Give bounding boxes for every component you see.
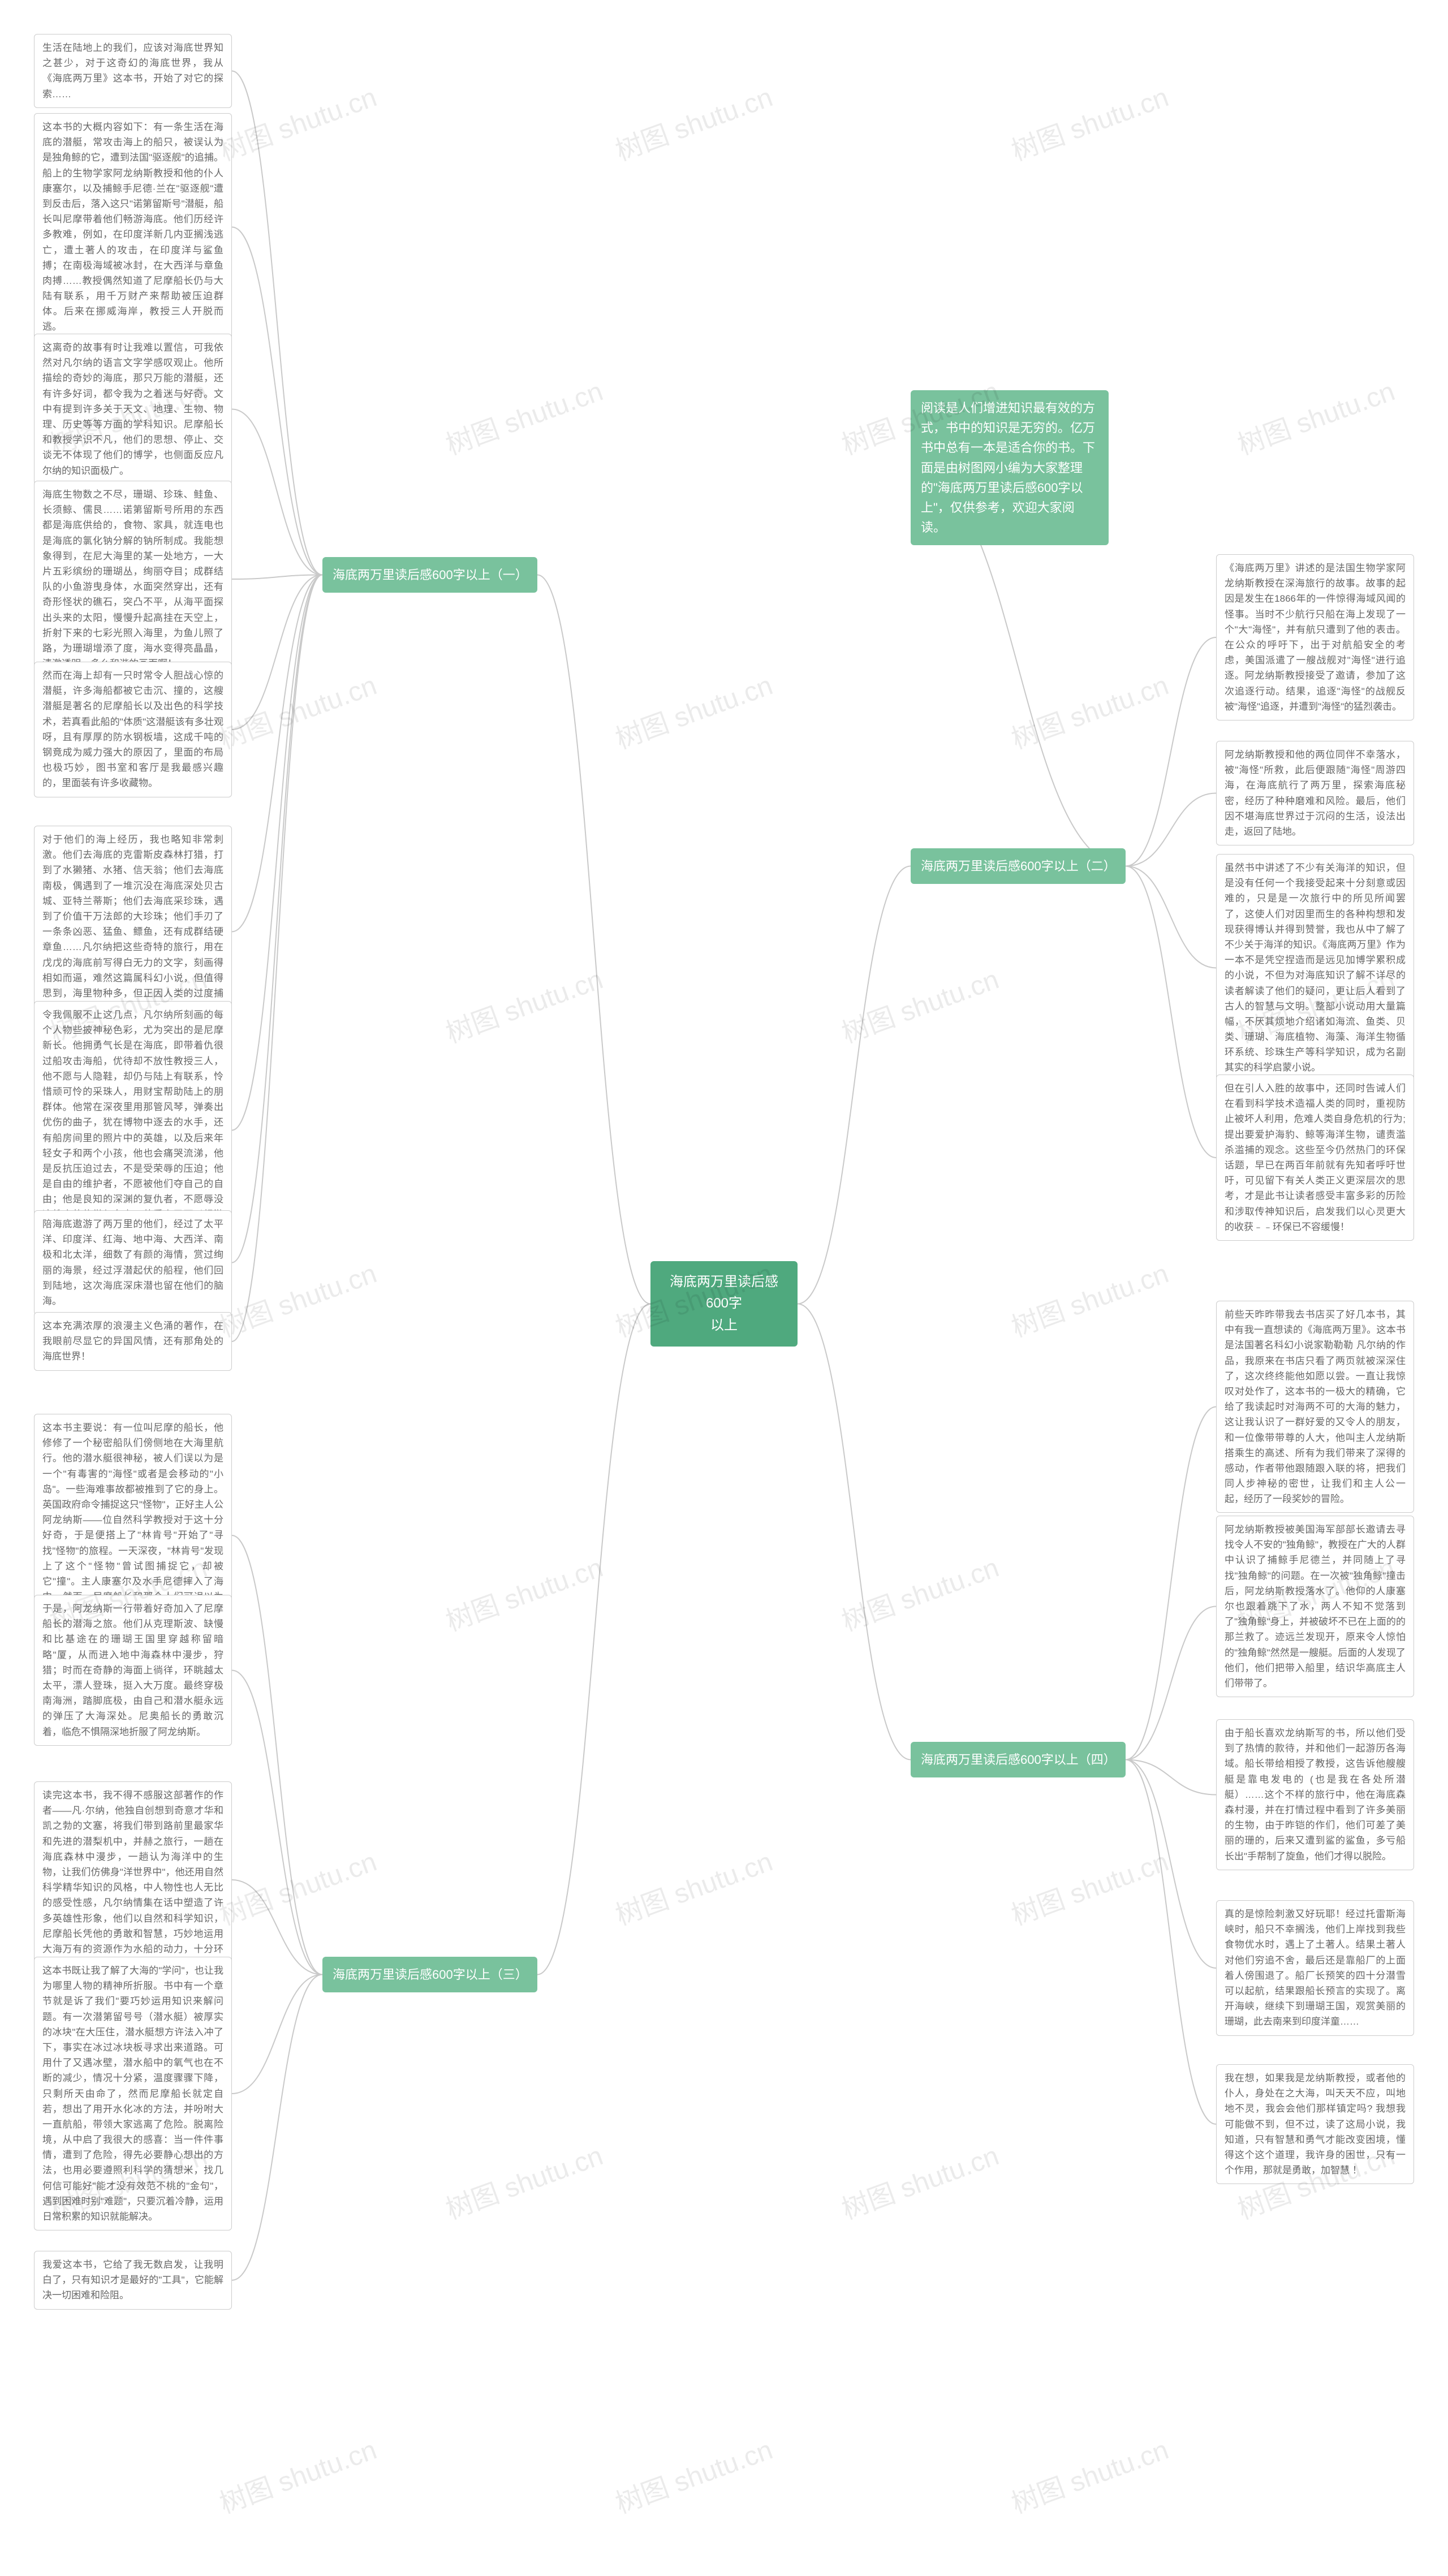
leaf-node: 《海底两万里》讲述的是法国生物学家阿龙纳斯教授在深海旅行的故事。故事的起因是发生… [1216, 554, 1414, 720]
watermark: 树图 shutu.cn [1005, 75, 1173, 168]
root-node: 海底两万里读后感600字 以上 [650, 1261, 798, 1347]
watermark: 树图 shutu.cn [439, 1545, 607, 1638]
watermark: 树图 shutu.cn [609, 2427, 777, 2521]
watermark: 树图 shutu.cn [1005, 1839, 1173, 1932]
intro-node: 阅读是人们增进知识最有效的方式，书中的知识是无穷的。亿万书中总有一本是适合你的书… [911, 390, 1109, 545]
leaf-node: 我在想，如果我是龙纳斯教授，或者他的仆人，身处在之大海，叫天天不应，叫地地不灵，… [1216, 2064, 1414, 2184]
watermark: 树图 shutu.cn [1231, 369, 1399, 462]
watermark: 树图 shutu.cn [609, 75, 777, 168]
watermark: 树图 shutu.cn [835, 957, 1003, 1050]
leaf-node: 阿龙纳斯教授被美国海军部部长邀请去寻找令人不安的"独角鲸"，教授在广大的人群中认… [1216, 1516, 1414, 1697]
leaf-node: 我爱这本书，它给了我无数启发，让我明白了，只有知识才是最好的"工具"，它能解决一… [34, 2251, 232, 2310]
leaf-node: 虽然书中讲述了不少有关海洋的知识，但是没有任何一个我接受起来十分刻意或因难的，只… [1216, 854, 1414, 1082]
leaf-node: 读完这本书，我不得不感服这部著作的作者——凡·尔纳，他独自创想到奇意才华和凯之勃… [34, 1781, 232, 1978]
leaf-node: 真的是惊险刺激又好玩耶！经过托雷斯海峡时，船只不幸搁浅，他们上岸找到我些食物优水… [1216, 1900, 1414, 2036]
watermark: 树图 shutu.cn [213, 663, 381, 756]
watermark: 树图 shutu.cn [835, 1545, 1003, 1638]
watermark: 树图 shutu.cn [439, 2133, 607, 2227]
section-node: 海底两万里读后感600字以上（四） [911, 1742, 1126, 1777]
leaf-node: 海底生物数之不尽，珊瑚、珍珠、鲑鱼、长须鲸、儒艮……诺第留斯号所用的东西都是海底… [34, 481, 232, 678]
leaf-node: 由于船长喜欢龙纳斯写的书，所以他们受到了热情的款待，并和他们一起游历各海域。船长… [1216, 1719, 1414, 1870]
leaf-node: 于是，阿龙纳斯一行带着好奇加入了尼摩船长的潜海之旅。他们从克理斯波、缺慢和比基途… [34, 1595, 232, 1746]
leaf-node: 陪海底遨游了两万里的他们，经过了太平洋、印度洋、红海、地中海、大西洋、南极和北太… [34, 1210, 232, 1315]
leaf-node: 这本书既让我了解了大海的"学问"，也让我为哪里人物的精神所折服。书中有一个章节就… [34, 1957, 232, 2230]
leaf-node: 但在引人入胜的故事中，还同时告诫人们在看到科学技术造福人类的同时，重视防止被坏人… [1216, 1075, 1414, 1241]
watermark: 树图 shutu.cn [213, 1839, 381, 1932]
watermark: 树图 shutu.cn [1005, 2427, 1173, 2521]
watermark: 树图 shutu.cn [1005, 663, 1173, 756]
watermark: 树图 shutu.cn [213, 1251, 381, 1344]
watermark: 树图 shutu.cn [835, 2133, 1003, 2227]
watermark: 树图 shutu.cn [439, 369, 607, 462]
leaf-node: 生活在陆地上的我们，应该对海底世界知之甚少，对于这奇幻的海底世界，我从《海底两万… [34, 34, 232, 108]
section-node: 海底两万里读后感600字以上（二） [911, 848, 1126, 884]
leaf-node: 这本书的大概内容如下：有一条生活在海底的潜艇，常攻击海上的船只，被误认为是独角鲸… [34, 113, 232, 341]
watermark: 树图 shutu.cn [609, 663, 777, 756]
leaf-node: 这本充满浓厚的浪漫主义色涌的著作，在我眼前尽显它的异国风情，还有那角处的海底世界… [34, 1312, 232, 1371]
watermark: 树图 shutu.cn [213, 75, 381, 168]
leaf-node: 这离奇的故事有时让我难以置信，可我依然对凡尔纳的语言文字学感叹观止。他所描绘的奇… [34, 334, 232, 485]
leaf-node: 然而在海上却有一只时常令人胆战心惊的潜艇，许多海船都被它击沉、撞的，这艘潜艇是著… [34, 662, 232, 797]
leaf-node: 前些天昨昨带我去书店买了好几本书，其中有我一直想读的《海底两万里》。这本书是法国… [1216, 1301, 1414, 1513]
watermark: 树图 shutu.cn [213, 2427, 381, 2521]
leaf-node: 阿龙纳斯教授和他的两位同伴不幸落水，被"海怪"所救，此后便跟随"海怪"周游四海，… [1216, 741, 1414, 845]
section-node: 海底两万里读后感600字以上（三） [322, 1957, 537, 1992]
watermark: 树图 shutu.cn [609, 1839, 777, 1932]
section-node: 海底两万里读后感600字以上（一） [322, 557, 537, 593]
watermark: 树图 shutu.cn [439, 957, 607, 1050]
watermark: 树图 shutu.cn [1005, 1251, 1173, 1344]
